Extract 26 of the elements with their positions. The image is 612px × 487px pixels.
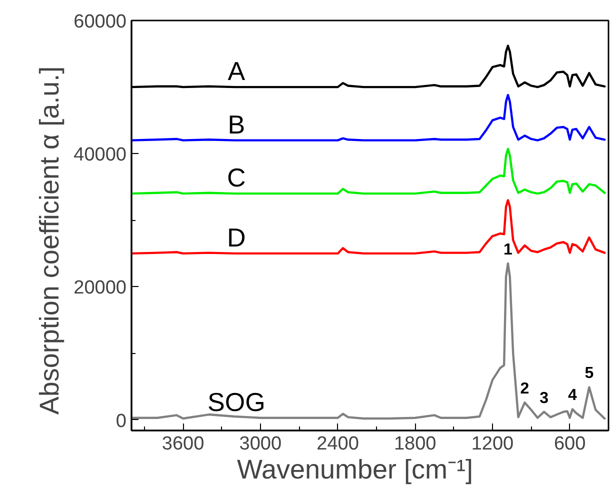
series-label: D <box>227 222 246 252</box>
line-series <box>132 148 606 195</box>
y-tick-label: 40000 <box>74 144 127 166</box>
x-tick-label: 2400 <box>316 434 359 454</box>
y-tick-label: 0 <box>116 410 127 432</box>
line-series <box>132 262 606 420</box>
annotation: 1 <box>503 241 512 258</box>
annotation: 4 <box>568 387 577 404</box>
series-label: A <box>228 56 246 86</box>
x-tick-label: 3600 <box>162 434 204 454</box>
x-tick-label: 3000 <box>239 434 282 454</box>
x-tick-label: 1800 <box>394 434 436 454</box>
y-tick-label: 60000 <box>74 12 127 32</box>
annotation: 3 <box>540 390 549 407</box>
line-series <box>132 94 606 142</box>
series-label: B <box>228 109 246 140</box>
annotation: 2 <box>520 380 530 398</box>
annotation: 5 <box>584 365 594 382</box>
x-axis-title: Wavenumber [cm⁻¹] <box>236 454 474 484</box>
y-tick-label: 20000 <box>74 278 127 299</box>
x-tick-label: 600 <box>554 434 586 454</box>
line-series <box>132 199 606 255</box>
y-axis-title: Absorption coefficient α [a.u.] <box>34 66 65 415</box>
series-label: C <box>227 162 246 193</box>
x-tick-label: 1200 <box>471 434 514 454</box>
series-label: SOG <box>208 386 266 417</box>
